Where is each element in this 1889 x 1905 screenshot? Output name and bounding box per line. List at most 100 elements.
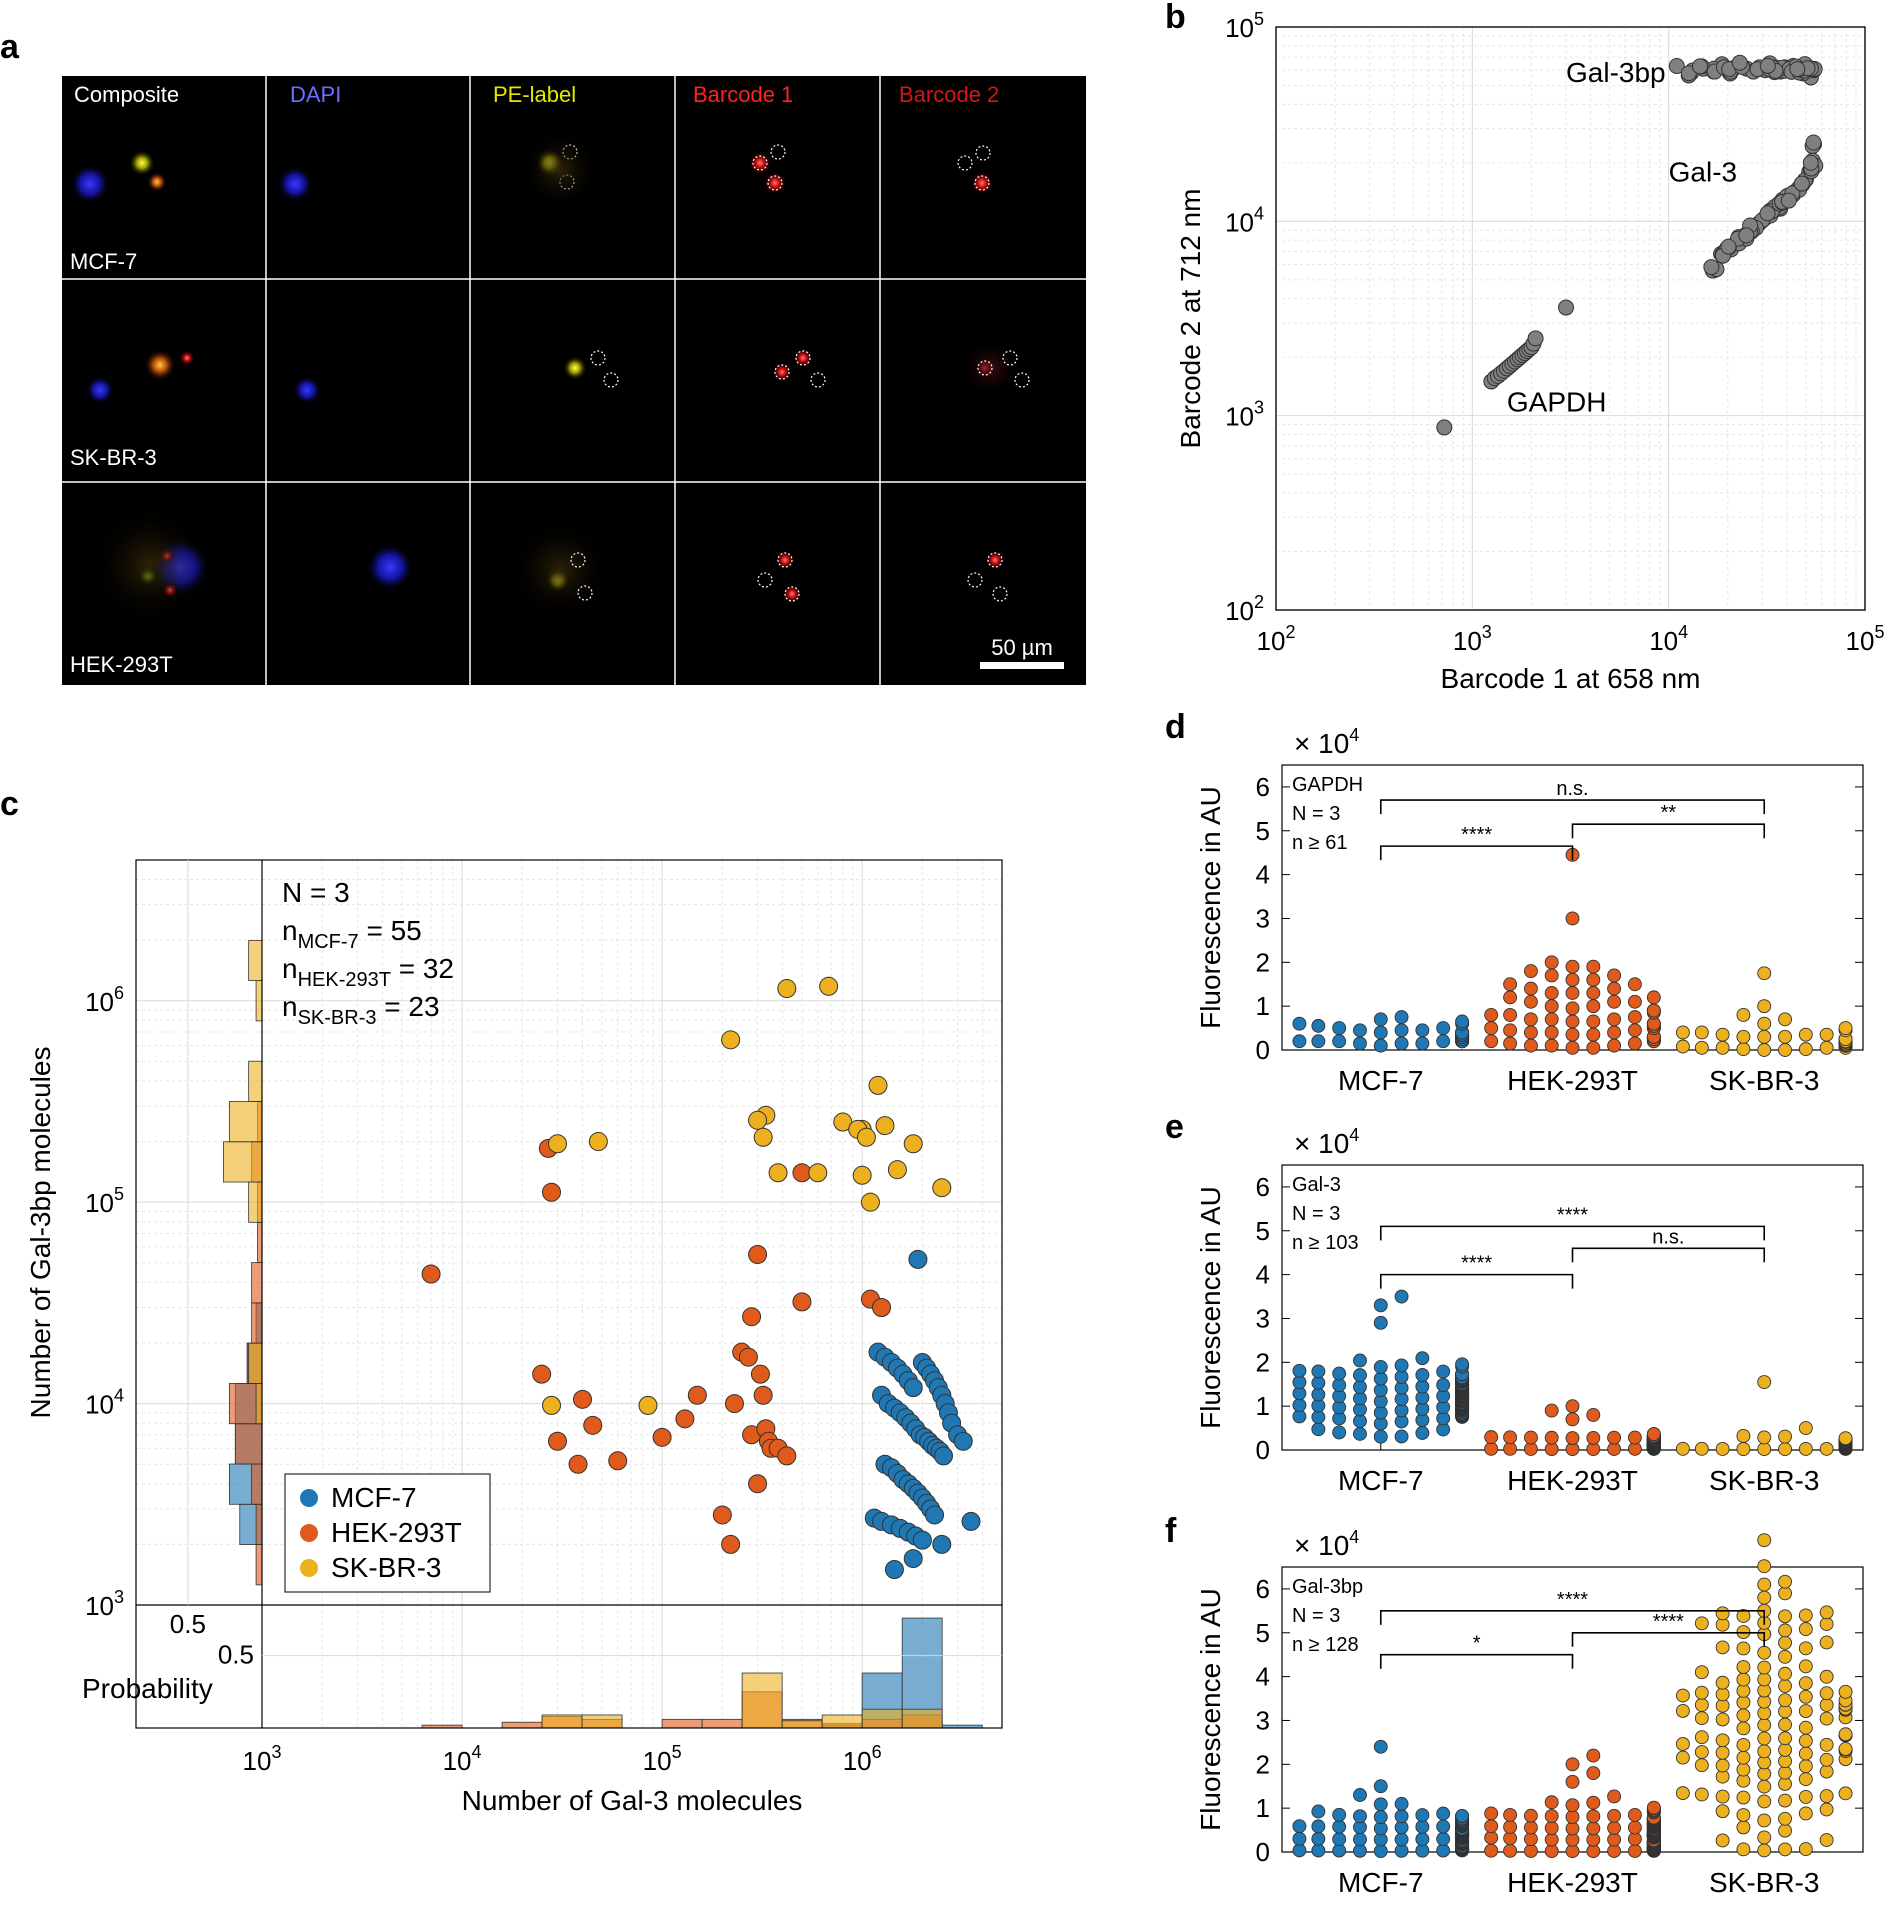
- swarm-point-MCF-7: [1394, 1809, 1409, 1824]
- y-tick-label: 1: [1256, 1793, 1270, 1823]
- swarm-point-SK-BR-3: [1757, 1029, 1772, 1044]
- point-HEK-293T: [753, 1385, 773, 1405]
- ring: [987, 552, 1003, 568]
- cell-orange: [144, 349, 176, 381]
- x-tick-label-MCF-7: MCF-7: [1338, 1465, 1424, 1496]
- swarm-point-SK-BR-3: [1675, 1737, 1690, 1751]
- swarm-point-SK-BR-3: [1798, 1676, 1813, 1691]
- swarm-point-SK-BR-3: [1757, 1830, 1772, 1845]
- swarm-point-MCF-7: [1394, 1036, 1409, 1051]
- x-axis-label-b: Barcode 1 at 658 nm: [1441, 663, 1701, 694]
- swarm-point-HEK-293T: [1523, 964, 1538, 979]
- panel-label-f: f: [1165, 1512, 1177, 1550]
- swarm-point-HEK-293T: [1503, 1807, 1518, 1822]
- swarm-point-HEK-293T: [1646, 1003, 1661, 1018]
- point-MCF-7: [884, 1560, 904, 1580]
- ring: [777, 552, 793, 568]
- swarm-point-MCF-7: [1436, 1021, 1451, 1036]
- swarm-point-SK-BR-3: [1798, 1772, 1813, 1787]
- swarm-point-HEK-293T: [1544, 1430, 1559, 1445]
- point-MCF-7: [925, 1505, 945, 1525]
- hist-y-bar-SK-BR-3: [248, 939, 263, 982]
- ring: [967, 572, 983, 588]
- swarm-point-MCF-7: [1311, 1364, 1326, 1379]
- swarm-point-MCF-7: [1311, 1018, 1326, 1033]
- point-MCF-7: [961, 1511, 981, 1531]
- x-tick-label-SK-BR-3: SK-BR-3: [1709, 1065, 1819, 1096]
- swarm-point-HEK-293T: [1586, 1027, 1601, 1042]
- swarm-gapdh: 0 1 2 3 4 5 6 MCF-7 HEK-293T SK-BR-3 × 104 Fluoresc…: [1195, 725, 1864, 1096]
- swarm-point-MCF-7: [1415, 1843, 1430, 1858]
- swarm-point-SK-BR-3: [1715, 1640, 1730, 1655]
- swarm-point-MCF-7: [1311, 1387, 1326, 1402]
- hist-y-bar-HEK-293T: [234, 1423, 263, 1465]
- swarm-point-MCF-7: [1373, 1371, 1388, 1386]
- swarm-point-SK-BR-3: [1715, 1789, 1730, 1804]
- point-HEK-293T: [742, 1307, 762, 1327]
- swarm-point-HEK-293T: [1627, 1808, 1642, 1822]
- swarm-point-HEK-293T: [1586, 1821, 1601, 1836]
- point-HEK-293T: [777, 1446, 797, 1466]
- swarm-point-HEK-293T: [1484, 1430, 1499, 1445]
- swarm-point-MCF-7: [1353, 1832, 1367, 1847]
- swarm-point-SK-BR-3: [1757, 1442, 1772, 1457]
- y-tick-label: 0: [1256, 1435, 1270, 1465]
- micro-row-skbr3: SK-BR-3: [70, 445, 157, 470]
- swarm-point-HEK-293T: [1586, 1040, 1601, 1055]
- sig-label: ****: [1653, 1611, 1684, 1633]
- swarm-point-SK-BR-3: [1736, 1708, 1751, 1723]
- swarm-point-MCF-7: [1311, 1831, 1326, 1846]
- swarm-point-SK-BR-3: [1757, 1660, 1772, 1675]
- stats-n-MCF-7: nMCF-7 = 55: [282, 915, 422, 953]
- swarm-point-SK-BR-3: [1778, 1574, 1792, 1589]
- hist-tick-label: 0.5: [218, 1640, 254, 1670]
- y-tick-label: 5: [1256, 816, 1270, 846]
- swarm-point-SK-BR-3: [1778, 1043, 1792, 1057]
- point-MCF-7: [903, 1378, 923, 1398]
- swarm-point-MCF-7: [1436, 1364, 1451, 1379]
- point-HEK-293T: [568, 1454, 588, 1474]
- y-axis-label-b: Barcode 2 at 712 nm: [1175, 189, 1206, 449]
- swarm-point-HEK-293T: [1627, 977, 1642, 992]
- panel-label-a: a: [0, 28, 20, 66]
- swarm-point-SK-BR-3: [1798, 1842, 1813, 1857]
- swarm-point-HEK-293T: [1646, 1427, 1661, 1442]
- cell-red: [748, 151, 772, 175]
- swarm-point-HEK-293T: [1503, 1023, 1518, 1038]
- hist-y-bar-SK-BR-3: [223, 1141, 263, 1183]
- swarm-point-HEK-293T: [1484, 1034, 1499, 1049]
- swarm-point-HEK-293T: [1586, 1014, 1601, 1029]
- swarm-point-SK-BR-3: [1819, 1040, 1834, 1055]
- y-tick-label: 5: [1256, 1216, 1270, 1246]
- swarm-point-HEK-293T: [1544, 1809, 1559, 1824]
- haze: [90, 505, 210, 625]
- swarm-point-HEK-293T: [1544, 1820, 1559, 1835]
- haze: [960, 338, 1020, 398]
- swarm-point-HEK-293T: [1586, 1809, 1601, 1824]
- y-tick-label: 3: [1256, 1303, 1270, 1333]
- swarm-point-HEK-293T: [1607, 968, 1622, 983]
- swarm-point-MCF-7: [1455, 1014, 1470, 1029]
- swarm-point-SK-BR-3: [1694, 1787, 1709, 1802]
- swarm-point-MCF-7: [1353, 1023, 1367, 1038]
- sig-bracket: [1571, 823, 1766, 839]
- swarm-point-SK-BR-3: [1778, 1623, 1792, 1638]
- panel-label-c: c: [0, 785, 19, 823]
- ring: [1002, 350, 1018, 366]
- y-multiplier: × 104: [1294, 1125, 1359, 1159]
- swarm-point-SK-BR-3: [1757, 1794, 1772, 1809]
- swarm-point-SK-BR-3: [1715, 1687, 1730, 1702]
- point-Gal-3bp: [1668, 57, 1685, 74]
- hist-x-bar-SK-BR-3: [821, 1714, 863, 1729]
- swarm-point-MCF-7: [1373, 1038, 1388, 1053]
- ring: [977, 360, 993, 376]
- hist-y-bar-SK-BR-3: [228, 1101, 263, 1143]
- point-Gal-3: [1793, 175, 1810, 192]
- hist-y-bar-HEK-293T: [251, 1302, 263, 1344]
- swarm-point-SK-BR-3: [1798, 1759, 1813, 1774]
- swarm-point-SK-BR-3: [1778, 1635, 1792, 1650]
- swarm-point-HEK-293T: [1565, 1798, 1580, 1813]
- panel-label-d: d: [1165, 708, 1186, 746]
